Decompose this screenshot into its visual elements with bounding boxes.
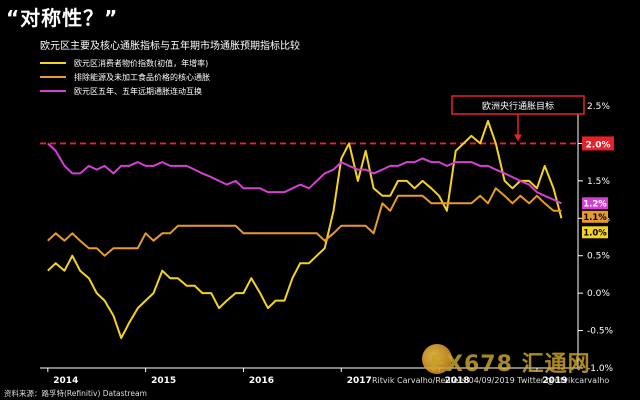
legend-label-core: 排除能源及未加工食品价格的核心通胀 (74, 72, 210, 82)
x-tick-label: 2014 (53, 376, 78, 386)
legend-label-hicp: 欧元区消费者物价指数(初值，年增率) (74, 58, 209, 68)
series-line-swap (47, 142, 562, 205)
target-value-label: 2.0% (586, 140, 611, 150)
source-note: 资料来源：路孚特(Refinitiv) Datastream (4, 389, 147, 398)
end-label-hicp: 1.0% (583, 228, 607, 238)
y-tick-label: -1.0% (587, 364, 614, 374)
ecb-target-annotation: 欧洲央行通胀目标 (482, 100, 554, 112)
legend-item-hicp: 欧元区消费者物价指数(初值，年增率) (40, 56, 210, 70)
y-tick-label: 0.5% (587, 252, 610, 262)
chart-title: “对称性？” (6, 6, 119, 30)
legend-swatch-hicp (40, 62, 66, 64)
x-tick-label: 2018 (445, 376, 470, 386)
legend-item-swap: 欧元区五年、五年远期通胀连动互换 (40, 84, 210, 98)
watermark-logo-icon (422, 344, 452, 374)
y-tick-label: -0.5% (587, 327, 614, 337)
end-label-core: 1.1% (583, 213, 607, 223)
end-label-hicp-badge (582, 226, 608, 239)
credit-note: Ritvik Carvalho/Reuters 04/09/2019 Twitt… (372, 376, 610, 385)
legend: 欧元区消费者物价指数(初值，年增率) 排除能源及未加工食品价格的核心通胀 欧元区… (40, 56, 210, 98)
series-line-hicp (47, 120, 563, 340)
end-label-swap-badge (582, 197, 608, 210)
x-tick-label: 2015 (151, 376, 176, 386)
x-tick-label: 2016 (249, 376, 274, 386)
watermark: FX678 汇通网 (430, 352, 591, 377)
y-tick-label: 2.5% (587, 102, 610, 112)
x-tick-label: 2019 (542, 376, 567, 386)
annotation-arrow-head (514, 134, 522, 142)
end-label-swap: 1.2% (583, 199, 607, 209)
y-tick-label: 0.0% (587, 289, 610, 299)
legend-swatch-swap (40, 90, 66, 92)
legend-item-core: 排除能源及未加工食品价格的核心通胀 (40, 70, 210, 84)
series-line-core (47, 187, 562, 257)
legend-label-swap: 欧元区五年、五年远期通胀连动互换 (74, 86, 202, 96)
end-label-core-badge (582, 210, 608, 223)
y-tick-label: 1.5% (587, 177, 610, 187)
chart-subtitle: 欧元区主要及核心通胀指标与五年期市场通胀预期指标比较 (40, 41, 300, 52)
x-tick-label: 2017 (347, 376, 372, 386)
legend-swatch-core (40, 76, 66, 78)
target-value-badge (582, 136, 614, 151)
